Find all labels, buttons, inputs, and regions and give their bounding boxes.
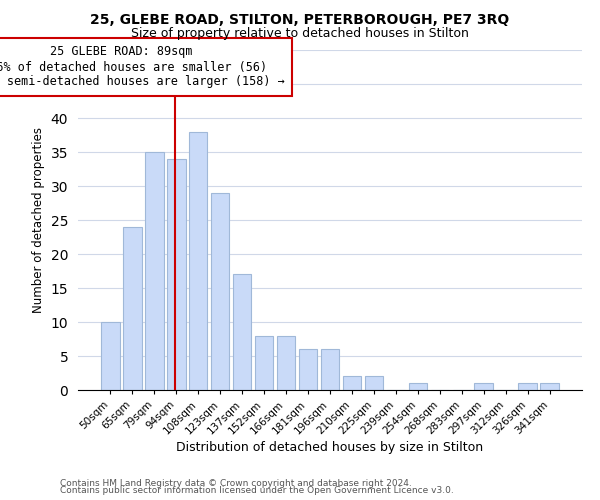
Bar (145, 152, 164, 390)
Bar (167, 159, 185, 390)
Bar (320, 349, 340, 390)
Bar (475, 383, 493, 390)
X-axis label: Distribution of detached houses by size in Stilton: Distribution of detached houses by size … (176, 442, 484, 454)
Bar (233, 274, 251, 390)
Bar (101, 322, 119, 390)
Bar (365, 376, 383, 390)
Bar (343, 376, 361, 390)
Bar (518, 383, 537, 390)
Text: Contains HM Land Registry data © Crown copyright and database right 2024.: Contains HM Land Registry data © Crown c… (60, 478, 412, 488)
Text: Contains public sector information licensed under the Open Government Licence v3: Contains public sector information licen… (60, 486, 454, 495)
Text: Size of property relative to detached houses in Stilton: Size of property relative to detached ho… (131, 28, 469, 40)
Text: 25 GLEBE ROAD: 89sqm
← 26% of detached houses are smaller (56)
74% of semi-detac: 25 GLEBE ROAD: 89sqm ← 26% of detached h… (0, 46, 285, 88)
Bar (409, 383, 427, 390)
Bar (189, 132, 208, 390)
Bar (299, 349, 317, 390)
Bar (277, 336, 295, 390)
Bar (211, 193, 229, 390)
Bar (255, 336, 274, 390)
Text: 25, GLEBE ROAD, STILTON, PETERBOROUGH, PE7 3RQ: 25, GLEBE ROAD, STILTON, PETERBOROUGH, P… (91, 12, 509, 26)
Y-axis label: Number of detached properties: Number of detached properties (32, 127, 45, 313)
Bar (541, 383, 559, 390)
Bar (123, 227, 142, 390)
